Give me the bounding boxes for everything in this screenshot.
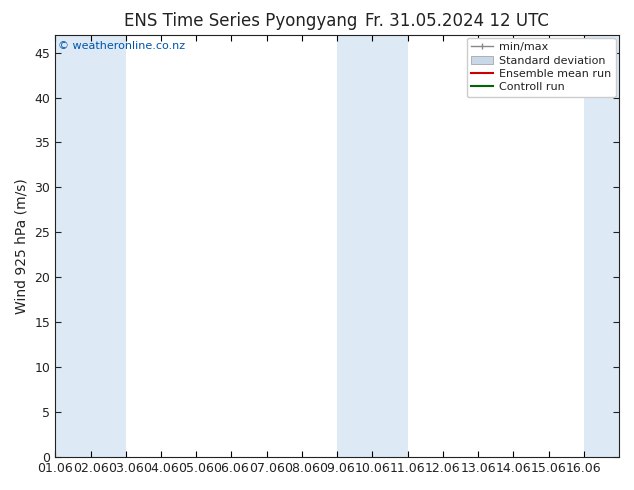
Bar [372,35,408,457]
Bar [91,35,126,457]
Text: © weatheronline.co.nz: © weatheronline.co.nz [58,41,185,51]
Y-axis label: Wind 925 hPa (m/s): Wind 925 hPa (m/s) [15,178,29,314]
Bar [55,35,91,457]
Text: Fr. 31.05.2024 12 UTC: Fr. 31.05.2024 12 UTC [365,12,548,30]
Bar [337,35,372,457]
Text: ENS Time Series Pyongyang: ENS Time Series Pyongyang [124,12,358,30]
Legend: min/max, Standard deviation, Ensemble mean run, Controll run: min/max, Standard deviation, Ensemble me… [467,38,616,97]
Bar [584,35,619,457]
